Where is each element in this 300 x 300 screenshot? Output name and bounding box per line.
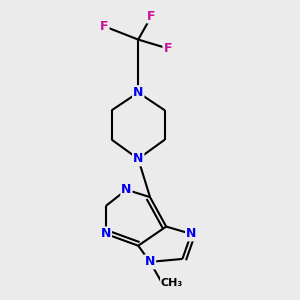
Text: N: N bbox=[145, 255, 155, 268]
Text: N: N bbox=[186, 227, 196, 240]
Text: N: N bbox=[121, 183, 132, 196]
Text: F: F bbox=[100, 20, 109, 33]
Text: N: N bbox=[133, 86, 143, 99]
Text: F: F bbox=[164, 42, 172, 55]
Text: F: F bbox=[147, 10, 156, 22]
Text: N: N bbox=[100, 227, 111, 240]
Text: CH₃: CH₃ bbox=[161, 278, 183, 287]
Text: N: N bbox=[133, 152, 143, 165]
